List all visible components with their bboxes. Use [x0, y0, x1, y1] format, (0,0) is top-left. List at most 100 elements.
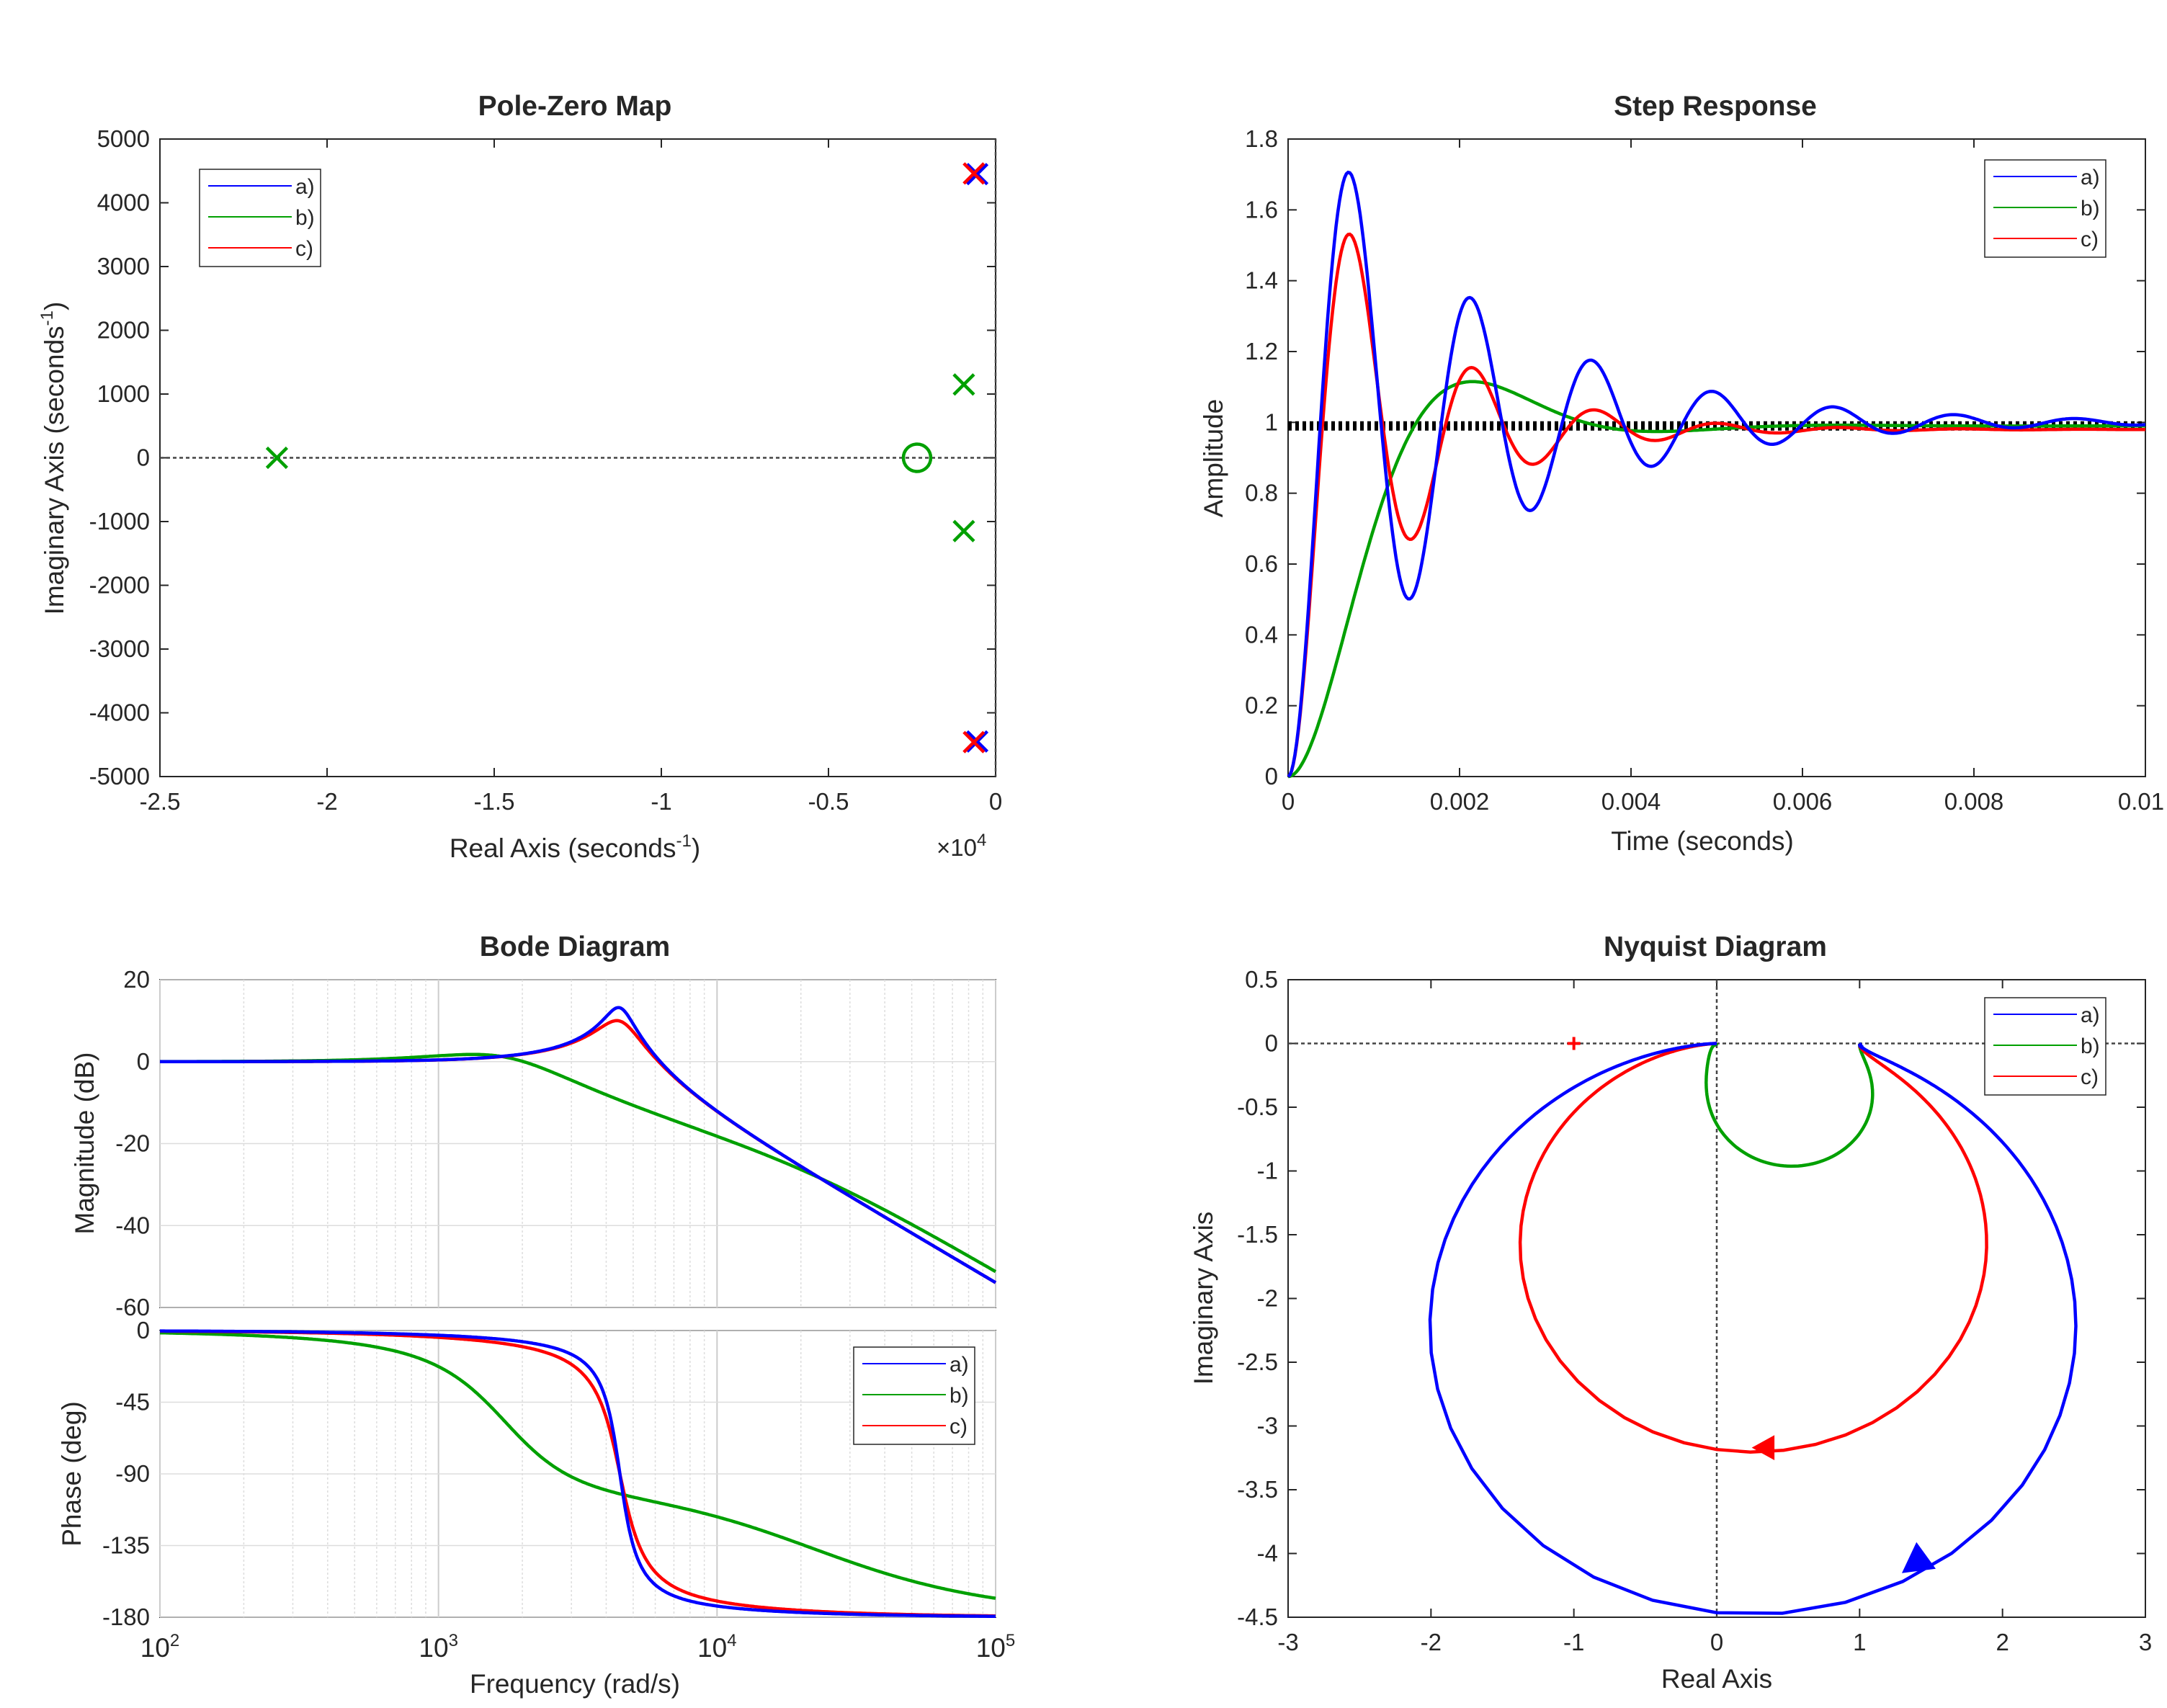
bode-mag-ytick-label: 0	[137, 1048, 150, 1075]
bode-marks	[160, 1006, 997, 1618]
nyquist-legend-b: b)	[2081, 1034, 2100, 1058]
nyquist-ytick-label: -1.5	[1237, 1221, 1278, 1248]
pz-pole-a	[965, 730, 989, 753]
step-legend: a) b) c)	[1984, 159, 2106, 258]
bode-legend: a) b) c)	[853, 1346, 975, 1445]
step-ytick-label: 1	[1265, 408, 1278, 435]
pz-pole-b	[265, 446, 288, 470]
step-xtick-label: 0.01	[2118, 788, 2164, 815]
nyquist-arrow-a	[1901, 1542, 1936, 1573]
pz-pole-b	[952, 519, 975, 542]
nyquist-xtick-label: 2	[1996, 1629, 2009, 1655]
pz-ytick-label: 1000	[97, 380, 150, 407]
pz-ytick-label: -4000	[89, 699, 150, 726]
pz-legend: a) b) c)	[199, 169, 321, 267]
step-legend-c: c)	[2081, 228, 2099, 251]
pz-xtick-label: -0.5	[808, 788, 849, 815]
step-xtick-label: 0.002	[1430, 788, 1490, 815]
pz-legend-c: c)	[295, 237, 313, 261]
pole-zero-panel: Pole-Zero Map -2.5 -2 -1.5 -1 -0.5 0 5000 4000 3…	[37, 91, 1002, 863]
pz-ytick-label: 2000	[97, 317, 150, 344]
pz-ytick-label: 0	[137, 444, 150, 471]
bode-mag-line-a	[160, 1006, 997, 1284]
bode-phase-ytick-label: -135	[102, 1532, 150, 1559]
step-line-c	[1287, 232, 2145, 778]
pz-legend-b: b)	[295, 206, 315, 230]
nyquist-title: Nyquist Diagram	[1604, 931, 1827, 962]
bode-grid	[159, 979, 996, 1618]
pz-ytick-label: 3000	[97, 253, 150, 280]
step-ytick-label: 1.8	[1245, 125, 1278, 152]
nyquist-ticks: -3 -2 -1 0 1 2 3 0.5 0 -0.5 -1 -1.5 -2 -2.5 -3 -3.5 -4 -4…	[1237, 966, 2152, 1655]
step-response-panel: Step Response 0 0.002 0.004 0.006 0.008 0.01 1…	[1199, 91, 2164, 856]
step-line-a	[1287, 170, 2146, 778]
pz-ylabel: Imaginary Axis (seconds-1)	[37, 302, 69, 615]
nyquist-xtick-label: -1	[1563, 1629, 1584, 1655]
step-ytick-label: 1.2	[1245, 338, 1278, 365]
pz-ytick-label: -5000	[89, 763, 150, 790]
step-ticks: 0 0.002 0.004 0.006 0.008 0.01 1.8 1.6 1.4 1.2 1 0.…	[1245, 125, 2164, 815]
pz-xtick-label: -2	[316, 788, 337, 815]
bode-mag-ytick-label: -60	[115, 1294, 150, 1320]
bode-phase-ylabel: Phase (deg)	[57, 1401, 86, 1547]
pz-ytick-label: -2000	[89, 572, 150, 599]
nyquist-ytick-label: -0.5	[1237, 1094, 1278, 1120]
nyquist-xlabel: Real Axis	[1661, 1664, 1772, 1694]
nyquist-ytick-label: -2	[1257, 1285, 1278, 1312]
bode-legend-b: b)	[950, 1384, 969, 1408]
step-ytick-label: 1.6	[1245, 196, 1278, 223]
pz-ytick-label: -1000	[89, 508, 150, 535]
pz-xtick-label: 0	[989, 788, 1002, 815]
bode-xtick-label: 103	[419, 1631, 458, 1663]
nyquist-legend: a) b) c)	[1984, 997, 2106, 1096]
nyquist-critical-point	[1567, 1037, 1581, 1050]
pz-xlabel: Real Axis (seconds-1)	[450, 831, 700, 863]
bode-phase-ytick-label: 0	[137, 1317, 150, 1343]
pz-pole-b	[952, 373, 975, 396]
bode-legend-a: a)	[950, 1353, 969, 1377]
bode-phase-ytick-label: -90	[115, 1460, 150, 1487]
pz-pole-a	[965, 163, 989, 186]
nyquist-marks	[1428, 1037, 2078, 1615]
nyquist-arrow-c	[1751, 1435, 1775, 1460]
nyquist-xtick-label: 3	[2139, 1629, 2152, 1655]
step-legend-a: a)	[2081, 166, 2100, 189]
step-marks	[1287, 170, 2146, 779]
step-ytick-label: 1.4	[1245, 267, 1278, 294]
step-xtick-label: 0.006	[1773, 788, 1833, 815]
nyquist-ytick-label: -2.5	[1237, 1349, 1278, 1375]
nyquist-xtick-label: 0	[1710, 1629, 1723, 1655]
bode-panel: Bode Diagram 200-20-40-600-45-90-135-180…	[57, 931, 1015, 1699]
pz-pole-c	[962, 730, 986, 754]
bode-mag-ylabel: Magnitude (dB)	[70, 1052, 99, 1235]
step-ylabel: Amplitude	[1199, 399, 1228, 518]
nyquist-ytick-label: -3.5	[1237, 1476, 1278, 1503]
nyquist-ytick-label: 0.5	[1245, 966, 1278, 993]
bode-mag-ytick-label: -20	[115, 1130, 150, 1157]
step-xlabel: Time (seconds)	[1611, 826, 1794, 856]
pz-marks	[265, 162, 989, 754]
bode-xlabel: Frequency (rad/s)	[470, 1669, 680, 1699]
bode-title: Bode Diagram	[480, 931, 670, 962]
pz-legend-a: a)	[295, 175, 315, 199]
nyquist-panel: Nyquist Diagram -3 -2 -1 0 1 2 3 0.5 0 -0.5 -1 -1.5…	[1189, 931, 2152, 1694]
nyquist-line-a	[1428, 1042, 2078, 1615]
bode-phase-line-b	[160, 1331, 996, 1600]
pz-title: Pole-Zero Map	[478, 91, 672, 122]
nyquist-xtick-label: 1	[1853, 1629, 1866, 1655]
nyquist-ytick-label: -3	[1257, 1413, 1278, 1439]
pz-multiplier: ×104	[937, 831, 986, 861]
pz-ytick-label: 5000	[97, 125, 150, 152]
pz-xtick-label: -1.5	[474, 788, 515, 815]
step-ytick-label: 0.8	[1245, 480, 1278, 506]
bode-xtick-label: 104	[697, 1631, 737, 1663]
pz-xtick-label: -2.5	[140, 788, 181, 815]
bode-phase-ytick-label: -180	[102, 1604, 150, 1630]
step-ytick-label: 0.6	[1245, 550, 1278, 577]
bode-xtick-label: 102	[140, 1631, 180, 1663]
step-xtick-label: 0.004	[1601, 788, 1661, 815]
pz-ytick-label: 4000	[97, 189, 150, 216]
bode-mag-ytick-label: -40	[115, 1212, 150, 1238]
